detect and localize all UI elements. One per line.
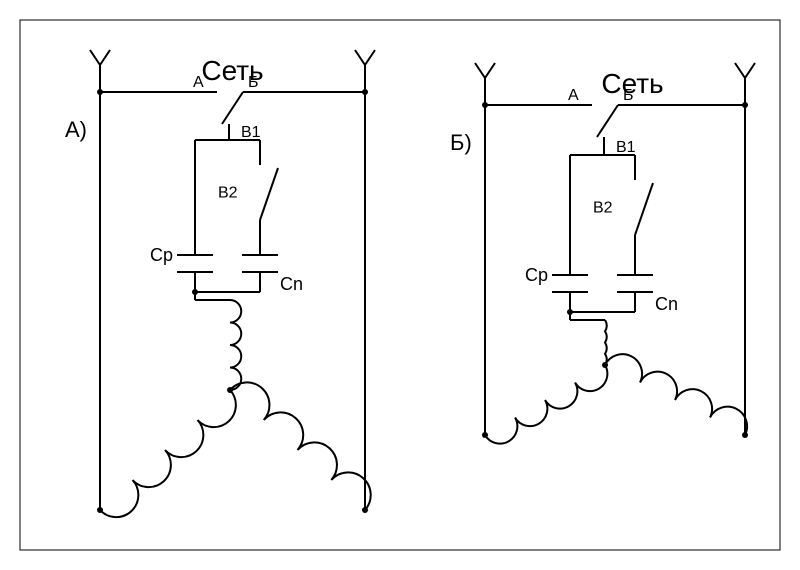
terminal-a-label: А xyxy=(193,74,204,91)
circuit-B: СетьБ)АБB1B2СрCn xyxy=(450,63,755,444)
cap-cn-label: Cn xyxy=(655,294,678,314)
switch-b1-label: B1 xyxy=(616,139,636,156)
panel-a-label: А) xyxy=(65,117,87,142)
terminal-b-label: Б xyxy=(248,74,259,91)
circuit-A: СетьА)АБB1B2СрCn xyxy=(65,50,375,517)
cap-cn-label: Cn xyxy=(280,274,303,294)
cap-cp-label: Ср xyxy=(525,265,548,285)
switch-b2-label: B2 xyxy=(593,200,613,217)
schematic-canvas: СетьА)АБB1B2СрCnСетьБ)АБB1B2СрCn xyxy=(0,0,800,570)
panel-b-label: Б) xyxy=(450,130,472,155)
terminal-b-label: Б xyxy=(623,87,634,104)
terminal-a-label: А xyxy=(568,87,579,104)
switch-b2-label: B2 xyxy=(218,185,238,202)
cap-cp-label: Ср xyxy=(150,245,173,265)
switch-b1-label: B1 xyxy=(241,124,261,141)
